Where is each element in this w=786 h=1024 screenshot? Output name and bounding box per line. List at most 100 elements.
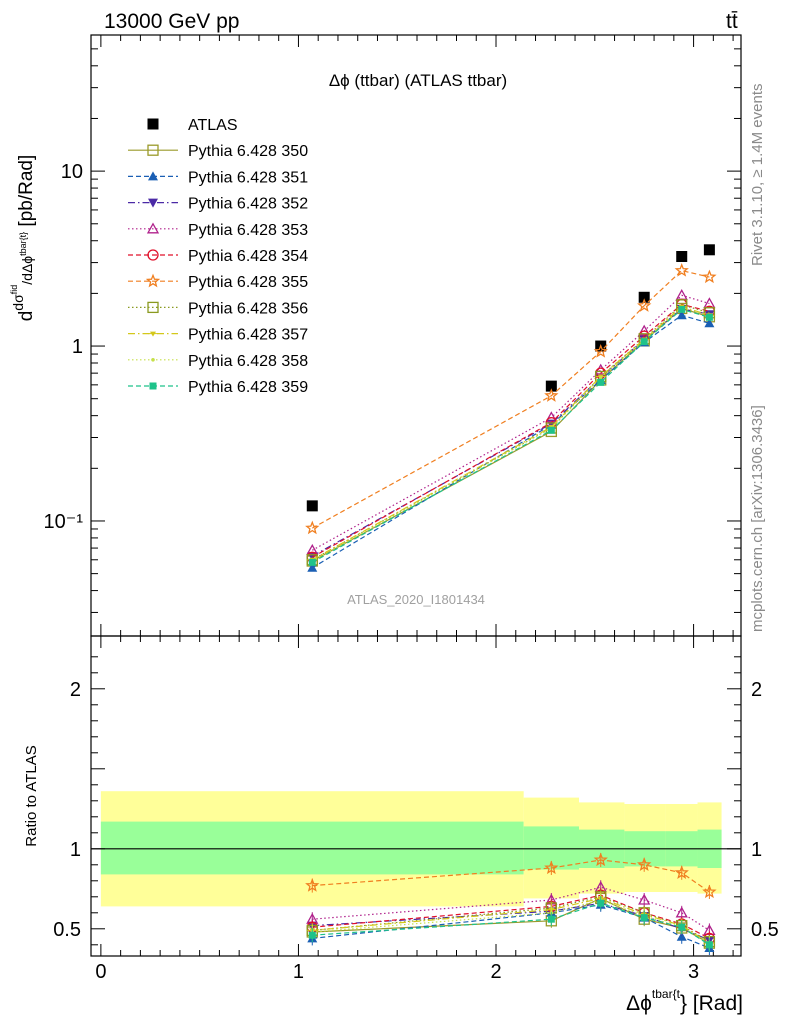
ratio-data-point <box>640 914 648 922</box>
main-series-line <box>311 307 710 562</box>
legend-item: Pythia 6.428 357 <box>128 327 308 344</box>
ratio-data-point <box>637 857 652 871</box>
legend-marker <box>145 273 161 288</box>
legend-marker <box>149 382 157 390</box>
main-data-point <box>637 298 652 312</box>
legend-label: Pythia 6.428 358 <box>188 353 308 370</box>
main-series-3 <box>307 304 715 562</box>
main-series-2 <box>307 310 715 572</box>
x-tick-label: 0 <box>95 961 106 983</box>
main-data-point <box>597 378 605 386</box>
main-series-5 <box>306 298 716 563</box>
main-panel: 10⁻¹ 1 10 <box>44 34 742 637</box>
legend-item: Pythia 6.428 355 <box>128 273 308 291</box>
x-axis-label: Δϕtbar{t} [Rad] <box>626 987 743 1015</box>
main-data-point <box>544 388 559 402</box>
ratio-data-point <box>676 931 687 941</box>
ratio-series-line <box>312 896 710 943</box>
main-data-point <box>705 313 713 321</box>
main-series-0 <box>306 244 715 512</box>
beam-label: 13000 GeV pp <box>104 10 239 33</box>
main-data-point <box>678 305 686 313</box>
ratio-series-6 <box>305 852 717 899</box>
ratio-panel: 0.5 0.5 1 1 2 2 0 1 2 3 <box>53 635 779 983</box>
main-data-point <box>640 338 648 346</box>
main-data-point <box>703 244 715 256</box>
mcplots-label: mcplots.cern.ch [arXiv:1306.3436] <box>749 405 766 632</box>
main-data-point <box>545 411 558 423</box>
ratio-data-point <box>674 865 689 879</box>
ratio-data-point <box>678 923 686 931</box>
svg-text:Δϕtbar{t} [Rad]: Δϕtbar{t} [Rad] <box>626 987 743 1015</box>
uncertainty-band-inner <box>100 821 524 875</box>
ratio-series-line <box>312 897 710 944</box>
legend-item: Pythia 6.428 353 <box>128 222 308 239</box>
ratio-data-point <box>305 878 320 892</box>
ratio-data-point <box>544 860 559 875</box>
legend-label: Pythia 6.428 352 <box>188 196 308 213</box>
main-data-point <box>676 251 688 263</box>
ratio-data-point <box>593 852 608 867</box>
ratio-data-point <box>597 899 605 907</box>
legend-item: Pythia 6.428 356 <box>128 300 308 317</box>
legend-label: Pythia 6.428 355 <box>188 274 308 291</box>
ratio-y-tick-label-right: 0.5 <box>751 919 779 941</box>
main-y-axis-label: ddσfid/dΔϕtbar{t} [pb/Rad] <box>9 155 37 322</box>
main-data-point <box>306 500 318 512</box>
legend-item: Pythia 6.428 354 <box>128 248 308 265</box>
main-data-point <box>307 562 318 572</box>
ratio-y-axis-label: Ratio to ATLAS <box>23 745 40 846</box>
legend-marker <box>147 118 159 130</box>
main-data-point <box>308 558 316 566</box>
main-y-tick-label: 10⁻¹ <box>44 511 84 533</box>
ratio-data-point <box>308 931 316 939</box>
legend-item: Pythia 6.428 358 <box>128 353 308 370</box>
main-data-point <box>674 262 689 277</box>
main-data-point <box>547 426 555 434</box>
main-series-line <box>311 269 710 529</box>
legend-marker <box>147 301 159 314</box>
legend-item: Pythia 6.428 351 <box>128 169 308 186</box>
ratio-y-tick-label: 2 <box>70 679 81 701</box>
main-data-point <box>593 344 608 358</box>
main-series-line <box>311 305 710 561</box>
legend-label: Pythia 6.428 351 <box>188 169 308 186</box>
main-series-line <box>311 294 710 551</box>
legend-marker <box>147 144 159 156</box>
legend-label: Pythia 6.428 354 <box>188 248 308 265</box>
main-data-point <box>638 324 651 336</box>
ratio-data-point <box>675 906 688 918</box>
legend-item: ATLAS <box>147 117 238 134</box>
ratio-series-line <box>312 894 710 939</box>
ratio-frame <box>90 635 742 957</box>
main-data-point <box>704 318 715 328</box>
legend-label: Pythia 6.428 350 <box>188 143 308 160</box>
ratio-series-line <box>312 859 710 893</box>
legend-marker <box>148 331 158 337</box>
legend-label: Pythia 6.428 356 <box>188 300 308 317</box>
legend-label: Pythia 6.428 353 <box>188 222 308 239</box>
process-label: tt̄ <box>726 10 738 33</box>
main-data-point <box>676 310 687 320</box>
main-series-1 <box>306 302 716 567</box>
main-series-line <box>311 303 710 558</box>
main-series-line <box>311 308 710 563</box>
x-tick-label: 3 <box>688 961 699 983</box>
ratio-y-tick-label-right: 2 <box>751 679 762 701</box>
legend-marker <box>147 249 159 261</box>
legend-item: Pythia 6.428 350 <box>128 143 308 160</box>
x-tick-label: 1 <box>293 961 304 983</box>
ratio-data-point <box>702 884 717 899</box>
legend-label: Pythia 6.428 359 <box>188 379 308 396</box>
main-series-4 <box>306 288 716 555</box>
main-data-point <box>598 375 603 380</box>
x-tick-label: 2 <box>490 961 501 983</box>
main-series-10 <box>308 305 713 566</box>
legend-marker <box>148 198 158 208</box>
legend-label: Pythia 6.428 357 <box>188 327 308 344</box>
ratio-series-line <box>312 902 710 946</box>
analysis-watermark: ATLAS_2020_I1801434 <box>347 592 485 607</box>
legend: ATLAS Pythia 6.428 350 Pythia 6.428 351 Pyt… <box>128 117 308 396</box>
main-series-8 <box>307 304 715 563</box>
